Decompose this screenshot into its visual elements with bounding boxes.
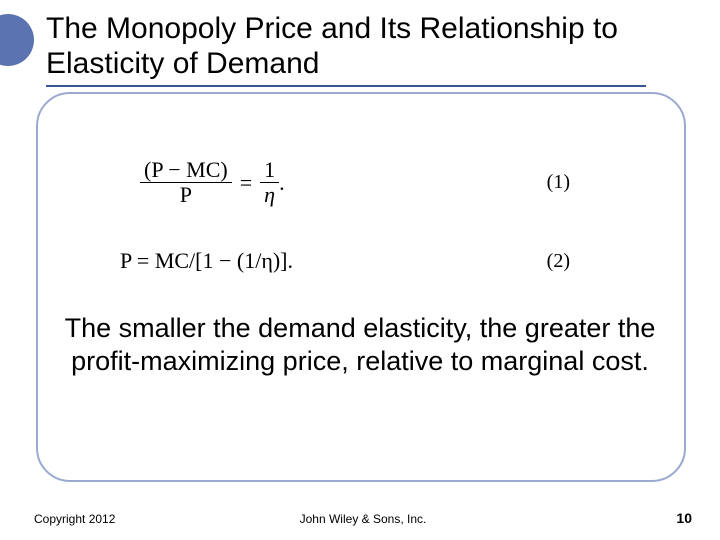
copyright-text: Copyright 2012 xyxy=(34,512,115,526)
eq1-lhs-num: (P − MC) xyxy=(140,158,232,182)
equation-1-tag: (1) xyxy=(547,171,570,194)
page-number: 10 xyxy=(676,510,692,526)
eq1-lhs-den: P xyxy=(176,183,196,207)
equation-1-body: (P − MC) P = 1 η . xyxy=(140,158,285,207)
equals-icon: = xyxy=(240,170,252,196)
content-frame xyxy=(36,92,686,482)
conclusion-text: The smaller the demand elasticity, the g… xyxy=(60,312,660,378)
slide: The Monopoly Price and Its Relationship … xyxy=(0,0,720,540)
publisher-text: John Wiley & Sons, Inc. xyxy=(34,512,692,526)
equation-2-body: P = MC/[1 − (1/η)]. xyxy=(120,248,293,274)
eq1-rhs-den: η xyxy=(264,182,275,207)
footer: Copyright 2012 John Wiley & Sons, Inc. 1… xyxy=(34,510,692,526)
equation-2: P = MC/[1 − (1/η)]. (2) xyxy=(0,248,720,274)
title-underline xyxy=(46,85,646,87)
eq1-trailing: . xyxy=(279,170,285,196)
eq1-rhs-num: 1 xyxy=(260,158,279,182)
page-title: The Monopoly Price and Its Relationship … xyxy=(46,12,690,81)
equation-1: (P − MC) P = 1 η . (1) xyxy=(0,158,720,207)
equation-2-tag: (2) xyxy=(547,250,570,273)
accent-dot-icon xyxy=(0,14,34,66)
title-area: The Monopoly Price and Its Relationship … xyxy=(46,12,690,87)
